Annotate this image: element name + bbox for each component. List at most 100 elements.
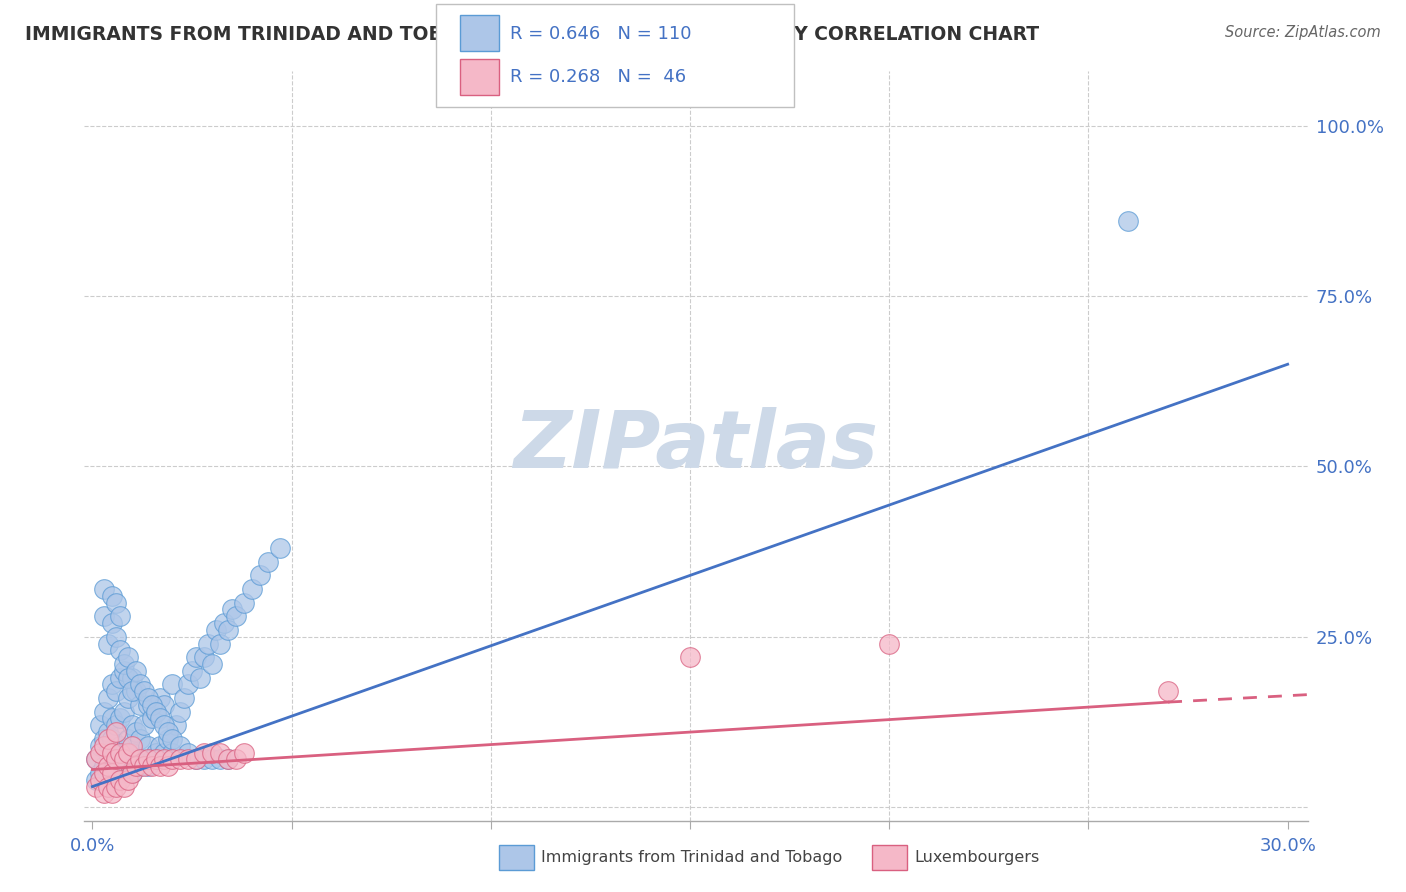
- Point: [112, 766, 135, 780]
- Point: [101, 616, 124, 631]
- Point: [117, 746, 139, 760]
- Point: [121, 739, 143, 753]
- Point: [97, 780, 120, 794]
- Point: [136, 739, 159, 753]
- Point: [177, 746, 200, 760]
- Point: [110, 759, 132, 773]
- Text: R = 0.268   N =  46: R = 0.268 N = 46: [510, 69, 686, 87]
- Text: Immigrants from Trinidad and Tobago: Immigrants from Trinidad and Tobago: [541, 850, 842, 864]
- Text: ZIPatlas: ZIPatlas: [513, 407, 879, 485]
- Point: [112, 664, 135, 678]
- Point: [217, 623, 239, 637]
- Point: [129, 731, 152, 746]
- Point: [149, 759, 172, 773]
- Point: [173, 691, 195, 706]
- Point: [201, 657, 224, 671]
- Point: [86, 752, 108, 766]
- Point: [145, 705, 167, 719]
- Point: [105, 596, 128, 610]
- Point: [160, 752, 183, 766]
- Point: [110, 671, 132, 685]
- Point: [217, 752, 239, 766]
- Point: [117, 650, 139, 665]
- Point: [89, 739, 111, 753]
- Point: [160, 731, 183, 746]
- Point: [232, 746, 254, 760]
- Point: [193, 650, 215, 665]
- Point: [125, 752, 148, 766]
- Point: [89, 718, 111, 732]
- Point: [249, 568, 271, 582]
- Point: [188, 671, 211, 685]
- Point: [117, 671, 139, 685]
- Point: [1157, 684, 1180, 698]
- Point: [101, 786, 124, 800]
- Point: [97, 759, 120, 773]
- Point: [256, 555, 278, 569]
- Point: [121, 746, 143, 760]
- Point: [93, 739, 115, 753]
- Point: [97, 731, 120, 746]
- Point: [117, 772, 139, 787]
- Point: [169, 752, 191, 766]
- Point: [112, 705, 135, 719]
- Point: [136, 752, 159, 766]
- Point: [145, 752, 167, 766]
- Point: [121, 671, 143, 685]
- Point: [134, 752, 156, 766]
- Point: [129, 759, 152, 773]
- Point: [117, 759, 139, 773]
- Point: [184, 752, 207, 766]
- Point: [201, 746, 224, 760]
- Point: [129, 677, 152, 691]
- Point: [1116, 214, 1139, 228]
- Point: [145, 746, 167, 760]
- Point: [136, 691, 159, 706]
- Point: [153, 746, 176, 760]
- Point: [89, 746, 111, 760]
- Point: [110, 643, 132, 657]
- Point: [141, 759, 163, 773]
- Point: [134, 759, 156, 773]
- Point: [86, 772, 108, 787]
- Point: [125, 759, 148, 773]
- Point: [157, 725, 180, 739]
- Point: [201, 752, 224, 766]
- Point: [93, 786, 115, 800]
- Point: [184, 650, 207, 665]
- Point: [145, 705, 167, 719]
- Point: [877, 636, 900, 650]
- Point: [101, 589, 124, 603]
- Point: [105, 780, 128, 794]
- Point: [232, 596, 254, 610]
- Point: [112, 780, 135, 794]
- Point: [679, 650, 702, 665]
- Point: [125, 664, 148, 678]
- Point: [89, 772, 111, 787]
- Point: [177, 752, 200, 766]
- Point: [105, 684, 128, 698]
- Point: [269, 541, 291, 556]
- Point: [110, 772, 132, 787]
- Point: [101, 752, 124, 766]
- Point: [129, 698, 152, 712]
- Point: [93, 582, 115, 596]
- Point: [149, 691, 172, 706]
- Point: [177, 677, 200, 691]
- Point: [93, 772, 115, 787]
- Point: [101, 711, 124, 725]
- Point: [105, 718, 128, 732]
- Point: [117, 731, 139, 746]
- Text: IMMIGRANTS FROM TRINIDAD AND TOBAGO VS LUXEMBOURGER POVERTY CORRELATION CHART: IMMIGRANTS FROM TRINIDAD AND TOBAGO VS L…: [25, 25, 1039, 44]
- Point: [86, 780, 108, 794]
- Point: [101, 731, 124, 746]
- Point: [225, 609, 247, 624]
- Point: [197, 636, 219, 650]
- Point: [208, 636, 231, 650]
- Point: [101, 746, 124, 760]
- Point: [141, 711, 163, 725]
- Point: [136, 698, 159, 712]
- Point: [93, 731, 115, 746]
- Point: [208, 752, 231, 766]
- Point: [225, 752, 247, 766]
